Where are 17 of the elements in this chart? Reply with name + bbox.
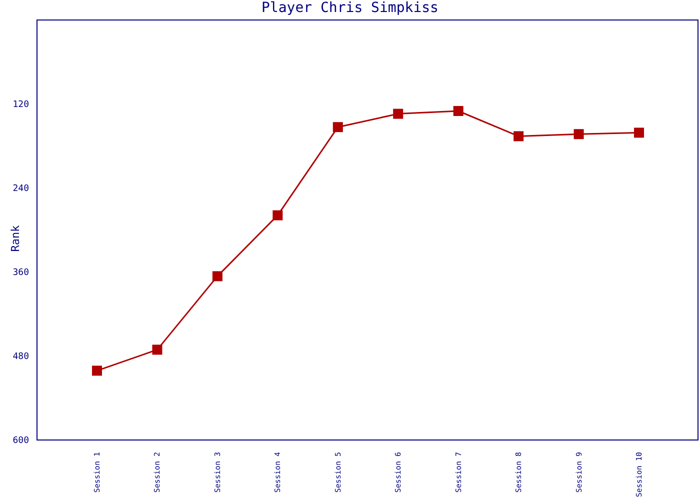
y-tick-label: 480 (12, 352, 29, 362)
point (634, 128, 644, 138)
point (212, 271, 222, 282)
point (393, 108, 404, 119)
y-tick-label: 600 (12, 436, 29, 446)
point (92, 366, 102, 376)
point (453, 106, 464, 116)
point (332, 122, 343, 132)
y-tick-label: 360 (12, 268, 29, 278)
y-tick-label: 120 (12, 100, 29, 110)
point (152, 344, 162, 355)
y-tick-label: 240 (12, 184, 29, 194)
chart-title: Player Chris Simpkiss (260, 0, 440, 16)
point (574, 129, 584, 140)
y-axis-title: Rank (8, 225, 22, 252)
point (272, 210, 283, 220)
point (514, 131, 524, 142)
